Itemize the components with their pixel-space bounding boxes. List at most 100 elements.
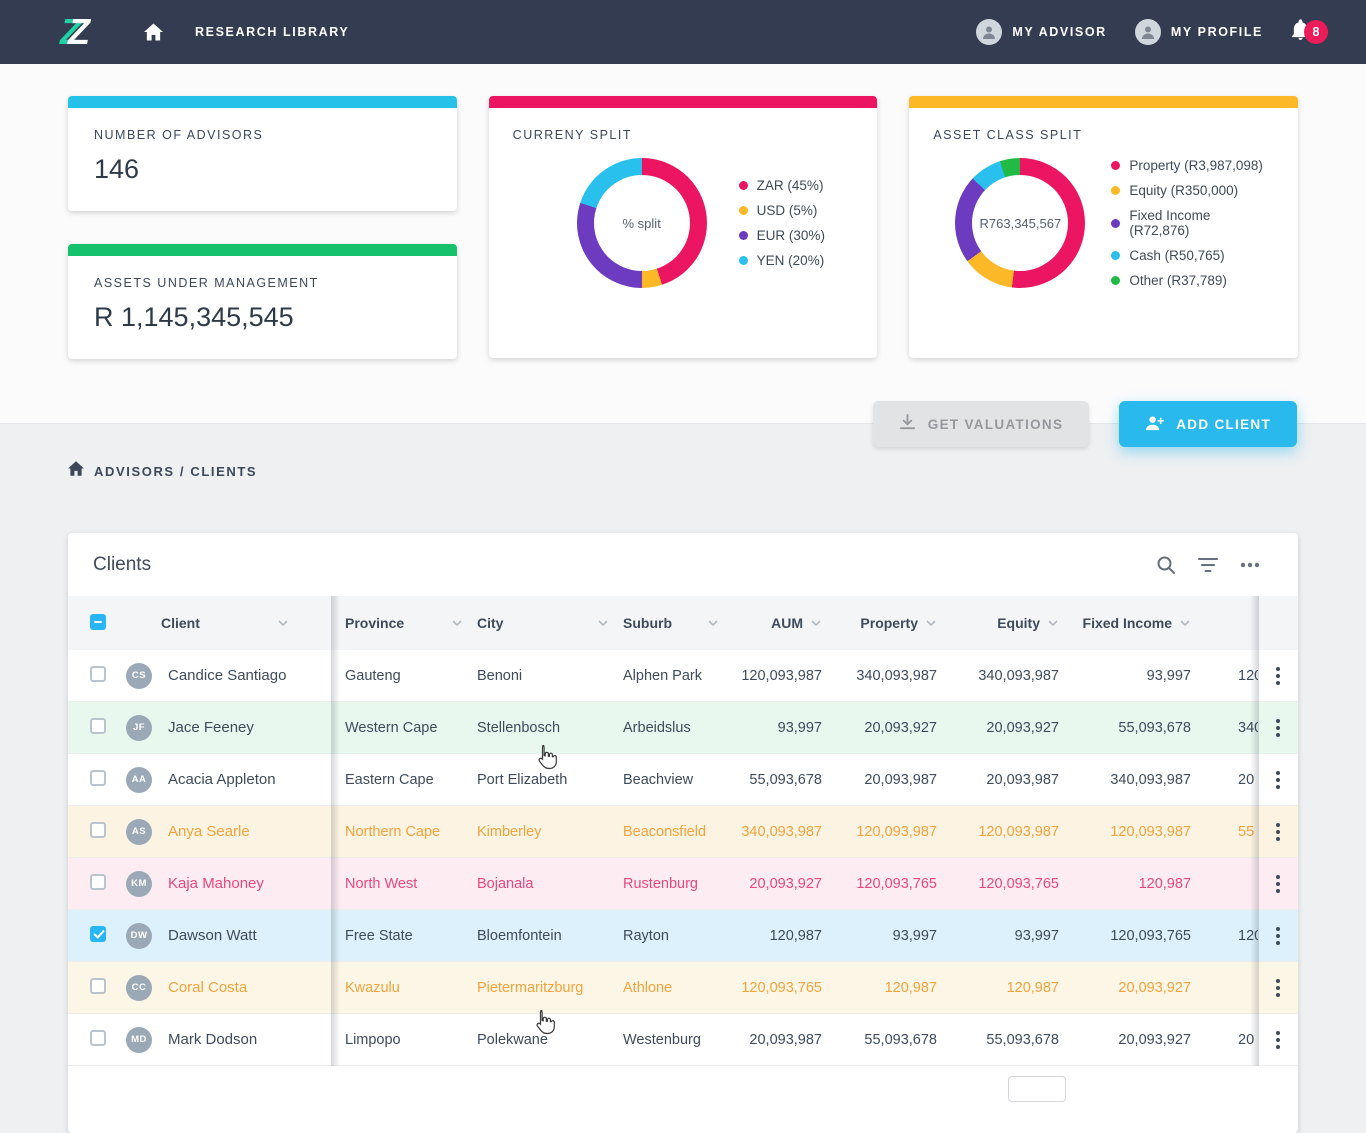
- table-row[interactable]: CC Coral Costa Kwazulu Pietermaritzburg …: [68, 962, 1298, 1014]
- table-row[interactable]: CS Candice Santiago Gauteng Benoni Alphe…: [68, 650, 1298, 702]
- row-checkbox[interactable]: [90, 821, 106, 838]
- cell-fixed-income: 20,093,927: [1118, 979, 1191, 996]
- client-name[interactable]: Kaja Mahoney: [168, 875, 264, 892]
- client-name[interactable]: Mark Dodson: [168, 1031, 258, 1048]
- row-menu-icon[interactable]: [1272, 871, 1284, 897]
- pagination-control-partial[interactable]: [1008, 1076, 1066, 1102]
- cell-equity: 120,987: [1006, 979, 1059, 996]
- currency-legend: ZAR (45%) USD (5%) EUR (30%) YEN (20%): [738, 178, 825, 268]
- asset-donut-center-label: R763,345,567: [979, 215, 1062, 231]
- aum-card-title: ASSETS UNDER MANAGEMENT: [94, 276, 319, 290]
- column-header-fixed-income[interactable]: Fixed Income: [1059, 615, 1191, 631]
- advisors-card-accent: [68, 96, 457, 108]
- row-menu-icon[interactable]: [1272, 819, 1284, 845]
- legend-dot: [1111, 161, 1121, 170]
- client-name[interactable]: Coral Costa: [168, 979, 248, 996]
- person-add-icon: [1145, 415, 1165, 434]
- app-logo[interactable]: Z Z: [60, 14, 90, 50]
- client-name[interactable]: Jace Feeney: [168, 719, 254, 736]
- column-header-city[interactable]: City: [477, 615, 623, 631]
- row-checkbox[interactable]: [90, 873, 106, 890]
- asset-legend: Property (R3,987,098) Equity (R350,000) Fi…: [1111, 158, 1274, 288]
- row-checkbox[interactable]: [90, 925, 106, 942]
- breadcrumb-home-icon[interactable]: [68, 461, 84, 481]
- legend-dot: [1111, 276, 1121, 285]
- currency-card-title: CURRENY SPLIT: [512, 128, 632, 142]
- advisor-avatar: [976, 19, 1003, 45]
- my-profile-menu[interactable]: MY PROFILE: [1134, 19, 1263, 45]
- client-name[interactable]: Acacia Appleton: [168, 771, 276, 788]
- profile-avatar: [1134, 19, 1161, 45]
- row-menu-icon[interactable]: [1272, 923, 1284, 949]
- table-row[interactable]: KM Kaja Mahoney North West Bojanala Rust…: [68, 858, 1298, 910]
- row-checkbox[interactable]: [90, 977, 106, 994]
- currency-split-card: CURRENY SPLIT % split ZAR (45%) USD (5%) E…: [488, 96, 878, 358]
- home-icon[interactable]: [144, 23, 163, 41]
- cell-suburb: Alphen Park: [623, 667, 702, 684]
- cell-city: Bojanala: [477, 875, 534, 892]
- client-name[interactable]: Dawson Watt: [168, 927, 257, 944]
- client-name[interactable]: Candice Santiago: [168, 667, 287, 684]
- cell-aum: 120,987: [769, 927, 822, 944]
- avatar: AA: [126, 766, 152, 793]
- row-menu-icon[interactable]: [1272, 715, 1284, 741]
- column-header-client[interactable]: Client: [126, 615, 331, 631]
- row-checkbox[interactable]: [90, 717, 106, 734]
- row-menu-icon[interactable]: [1272, 1027, 1284, 1053]
- cell-suburb: Athlone: [623, 979, 673, 996]
- notification-badge[interactable]: 8: [1304, 20, 1328, 44]
- get-valuations-button[interactable]: GET VALUATIONS: [872, 401, 1090, 447]
- cell-next-column-clipped: 120: [1238, 667, 1258, 684]
- clients-table: Client Province City Suburb AUM: [68, 596, 1298, 1066]
- table-row[interactable]: JF Jace Feeney Western Cape Stellenbosch…: [68, 702, 1298, 754]
- cell-fixed-income: 120,987: [1138, 875, 1191, 892]
- row-checkbox[interactable]: [90, 1029, 106, 1046]
- cell-property: 55,093,678: [864, 1031, 937, 1048]
- row-checkbox[interactable]: [90, 769, 106, 786]
- legend-dot: [1111, 218, 1121, 228]
- client-name[interactable]: Anya Searle: [168, 823, 250, 840]
- cell-equity: 20,093,987: [986, 771, 1059, 788]
- row-menu-icon[interactable]: [1272, 975, 1284, 1001]
- aum-card-accent: [68, 244, 457, 256]
- row-menu-icon[interactable]: [1272, 767, 1284, 793]
- nav-research-library[interactable]: RESEARCH LIBRARY: [195, 25, 350, 39]
- cell-suburb: Beachview: [623, 771, 694, 788]
- column-header-aum[interactable]: AUM: [733, 615, 822, 631]
- cell-aum: 20,093,987: [749, 1031, 822, 1048]
- cell-equity: 120,093,987: [978, 823, 1059, 840]
- table-row[interactable]: AS Anya Searle Northern Cape Kimberley B…: [68, 806, 1298, 858]
- column-header-property[interactable]: Property: [822, 615, 937, 631]
- column-label: Province: [345, 615, 405, 631]
- column-header-suburb[interactable]: Suburb: [623, 615, 733, 631]
- select-all-checkbox[interactable]: [90, 613, 106, 630]
- cell-aum: 55,093,678: [749, 771, 822, 788]
- cell-property: 20,093,927: [864, 719, 937, 736]
- column-header-province[interactable]: Province: [331, 615, 477, 631]
- cell-property: 20,093,987: [864, 771, 937, 788]
- breadcrumb-path[interactable]: ADVISORS / CLIENTS: [94, 463, 258, 479]
- cell-fixed-income: 93,997: [1146, 667, 1191, 684]
- column-label: Equity: [997, 615, 1040, 631]
- notifications-button[interactable]: 8: [1291, 19, 1328, 45]
- column-label: Fixed Income: [1082, 615, 1172, 631]
- more-options-icon[interactable]: [1240, 562, 1260, 568]
- row-menu-icon[interactable]: [1272, 663, 1284, 689]
- table-row[interactable]: MD Mark Dodson Limpopo Polekwane Westenb…: [68, 1014, 1298, 1066]
- currency-donut-center-label: % split: [622, 215, 661, 231]
- column-header-equity[interactable]: Equity: [937, 615, 1059, 631]
- my-advisor-menu[interactable]: MY ADVISOR: [976, 19, 1107, 45]
- legend-label: Cash (R50,765): [1129, 248, 1225, 263]
- table-row[interactable]: AA Acacia Appleton Eastern Cape Port Eli…: [68, 754, 1298, 806]
- cell-fixed-income: 340,093,987: [1110, 771, 1191, 788]
- table-row[interactable]: DW Dawson Watt Free State Bloemfontein R…: [68, 910, 1298, 962]
- add-client-button[interactable]: ADD CLIENT: [1119, 401, 1297, 447]
- legend-label: EUR (30%): [756, 228, 825, 243]
- cell-aum: 120,093,987: [741, 667, 822, 684]
- cell-suburb: Beaconsfield: [623, 823, 707, 840]
- download-icon: [899, 414, 916, 434]
- dashboard-summary: NUMBER OF ADVISORS 146 ASSETS UNDER MANA…: [0, 64, 1366, 424]
- row-checkbox[interactable]: [90, 665, 106, 682]
- filter-icon[interactable]: [1198, 557, 1218, 573]
- search-icon[interactable]: [1156, 555, 1176, 575]
